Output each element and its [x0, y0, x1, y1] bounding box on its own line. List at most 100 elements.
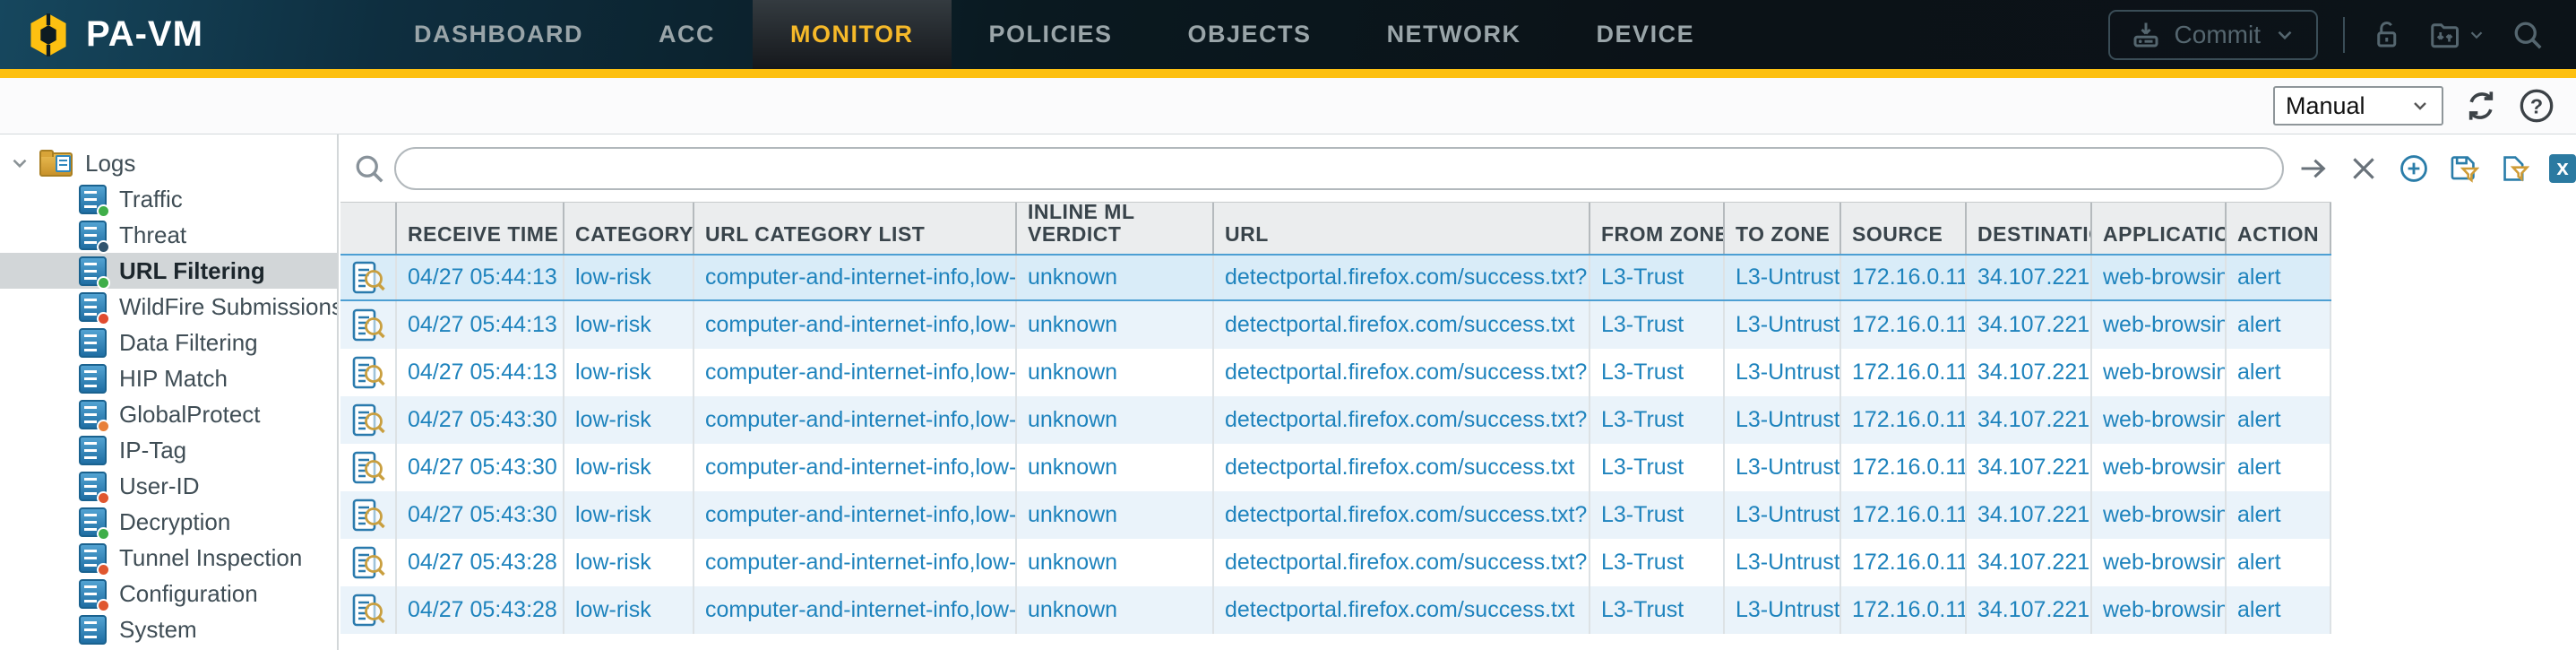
table-row[interactable]: 04/27 05:43:28 low-risk computer-and-inter… [340, 586, 2331, 634]
cell-from-zone[interactable]: L3-Trust [1590, 444, 1725, 491]
refresh-icon[interactable] [2463, 88, 2499, 124]
sidebar-item-threat[interactable]: Threat [0, 217, 337, 254]
column-header-to-zone[interactable]: TO ZONE [1725, 203, 1841, 254]
table-row[interactable]: 04/27 05:43:30 low-risk computer-and-inter… [340, 491, 2331, 539]
cell-category[interactable]: low-risk [564, 444, 694, 491]
cell-category[interactable]: low-risk [564, 256, 694, 299]
cell-receive-time[interactable]: 04/27 05:43:30 [397, 491, 564, 539]
cell-url-category-list[interactable]: computer-and-internet-info,low-risk [694, 349, 1017, 396]
table-row[interactable]: 04/27 05:44:13 low-risk computer-and-inter… [340, 349, 2331, 396]
tab-network[interactable]: NETWORK [1386, 21, 1521, 48]
global-search-icon[interactable] [2511, 19, 2544, 51]
cell-action[interactable]: alert [2227, 301, 2331, 349]
log-filter-input[interactable] [394, 146, 2284, 190]
apply-filter-arrow-icon[interactable] [2298, 153, 2329, 184]
column-header-from-zone[interactable]: FROM ZONE [1590, 203, 1725, 254]
cell-category[interactable]: low-risk [564, 301, 694, 349]
cell-application[interactable]: web-browsing [2092, 491, 2227, 539]
table-row[interactable]: 04/27 05:44:13 low-risk computer-and-inter… [340, 301, 2331, 349]
cell-from-zone[interactable]: L3-Trust [1590, 491, 1725, 539]
cell-to-zone[interactable]: L3-Untrust [1725, 349, 1841, 396]
cell-inline-ml-verdict[interactable]: unknown [1017, 539, 1214, 586]
table-row[interactable]: 04/27 05:44:13 low-risk computer-and-inter… [340, 254, 2331, 301]
sidebar-item-decryption[interactable]: Decryption [0, 504, 337, 541]
cell-receive-time[interactable]: 04/27 05:43:28 [397, 539, 564, 586]
cell-inline-ml-verdict[interactable]: unknown [1017, 586, 1214, 634]
cell-url-category-list[interactable]: computer-and-internet-info,low-risk [694, 539, 1017, 586]
tab-acc[interactable]: ACC [659, 21, 715, 48]
log-detail-magnifier-icon[interactable] [351, 355, 385, 391]
cell-url[interactable]: detectportal.firefox.com/success.txt [1214, 586, 1590, 634]
cell-url[interactable]: detectportal.firefox.com/success.txt?ipv… [1214, 256, 1590, 299]
cell-action[interactable]: alert [2227, 539, 2331, 586]
cell-from-zone[interactable]: L3-Trust [1590, 349, 1725, 396]
column-header-inline-ml-verdict[interactable]: INLINE ML VERDICT [1017, 203, 1214, 254]
cell-category[interactable]: low-risk [564, 349, 694, 396]
table-row[interactable]: 04/27 05:43:30 low-risk computer-and-inter… [340, 444, 2331, 491]
sidebar-item-user-id[interactable]: User-ID [0, 468, 337, 505]
cell-action[interactable]: alert [2227, 396, 2331, 444]
log-detail-magnifier-icon[interactable] [351, 308, 385, 343]
column-header-application[interactable]: APPLICATION [2092, 203, 2227, 254]
cell-source[interactable]: 172.16.0.11 [1841, 301, 1967, 349]
sidebar-item-traffic[interactable]: Traffic [0, 181, 337, 218]
cell-from-zone[interactable]: L3-Trust [1590, 256, 1725, 299]
lock-open-icon[interactable] [2370, 19, 2402, 51]
cell-action[interactable]: alert [2227, 256, 2331, 299]
config-backup-button[interactable] [2427, 19, 2486, 51]
column-header-url[interactable]: URL [1214, 203, 1590, 254]
cell-application[interactable]: web-browsing [2092, 539, 2227, 586]
cell-to-zone[interactable]: L3-Untrust [1725, 444, 1841, 491]
cell-action[interactable]: alert [2227, 444, 2331, 491]
sidebar-item-globalprotect[interactable]: GlobalProtect [0, 396, 337, 433]
cell-category[interactable]: low-risk [564, 491, 694, 539]
clear-filter-icon[interactable] [2348, 153, 2379, 184]
cell-to-zone[interactable]: L3-Untrust [1725, 491, 1841, 539]
cell-from-zone[interactable]: L3-Trust [1590, 301, 1725, 349]
cell-from-zone[interactable]: L3-Trust [1590, 539, 1725, 586]
cell-receive-time[interactable]: 04/27 05:44:13 [397, 349, 564, 396]
sidebar-item-hip-match[interactable]: HIP Match [0, 360, 337, 396]
cell-action[interactable]: alert [2227, 349, 2331, 396]
cell-destination[interactable]: 34.107.221.82 [1967, 586, 2092, 634]
cell-receive-time[interactable]: 04/27 05:44:13 [397, 301, 564, 349]
tab-device[interactable]: DEVICE [1596, 21, 1695, 48]
cell-source[interactable]: 172.16.0.11 [1841, 396, 1967, 444]
cell-url[interactable]: detectportal.firefox.com/success.txt?ipv… [1214, 396, 1590, 444]
table-row[interactable]: 04/27 05:43:30 low-risk computer-and-inter… [340, 396, 2331, 444]
log-detail-magnifier-icon[interactable] [351, 403, 385, 438]
refresh-mode-select[interactable]: Manual [2273, 86, 2443, 126]
add-filter-icon[interactable] [2399, 153, 2429, 184]
log-detail-magnifier-icon[interactable] [351, 260, 385, 296]
column-header-source[interactable]: SOURCE [1841, 203, 1967, 254]
cell-to-zone[interactable]: L3-Untrust [1725, 301, 1841, 349]
cell-inline-ml-verdict[interactable]: unknown [1017, 491, 1214, 539]
cell-destination[interactable]: 34.107.221.82 [1967, 444, 2092, 491]
cell-url[interactable]: detectportal.firefox.com/success.txt?ipv… [1214, 349, 1590, 396]
cell-inline-ml-verdict[interactable]: unknown [1017, 396, 1214, 444]
cell-url-category-list[interactable]: computer-and-internet-info,low-risk [694, 586, 1017, 634]
cell-url[interactable]: detectportal.firefox.com/success.txt?ipv… [1214, 491, 1590, 539]
cell-source[interactable]: 172.16.0.11 [1841, 444, 1967, 491]
sidebar-item-tunnel-inspection[interactable]: Tunnel Inspection [0, 540, 337, 576]
log-detail-magnifier-icon[interactable] [351, 450, 385, 486]
log-detail-magnifier-icon[interactable] [351, 593, 385, 628]
tab-dashboard[interactable]: DASHBOARD [414, 21, 583, 48]
cell-to-zone[interactable]: L3-Untrust [1725, 586, 1841, 634]
cell-action[interactable]: alert [2227, 586, 2331, 634]
cell-application[interactable]: web-browsing [2092, 586, 2227, 634]
cell-inline-ml-verdict[interactable]: unknown [1017, 349, 1214, 396]
cell-url[interactable]: detectportal.firefox.com/success.txt [1214, 301, 1590, 349]
cell-destination[interactable]: 34.107.221.82 [1967, 349, 2092, 396]
column-header-category[interactable]: CATEGORY [564, 203, 694, 254]
commit-button[interactable]: Commit [2107, 9, 2318, 60]
load-filter-icon[interactable] [2499, 153, 2529, 184]
cell-from-zone[interactable]: L3-Trust [1590, 586, 1725, 634]
cell-url-category-list[interactable]: computer-and-internet-info,low-risk [694, 301, 1017, 349]
cell-application[interactable]: web-browsing [2092, 444, 2227, 491]
cell-url-category-list[interactable]: computer-and-internet-info,low-risk [694, 396, 1017, 444]
cell-source[interactable]: 172.16.0.11 [1841, 491, 1967, 539]
tab-policies[interactable]: POLICIES [988, 21, 1113, 48]
cell-to-zone[interactable]: L3-Untrust [1725, 256, 1841, 299]
cell-category[interactable]: low-risk [564, 539, 694, 586]
